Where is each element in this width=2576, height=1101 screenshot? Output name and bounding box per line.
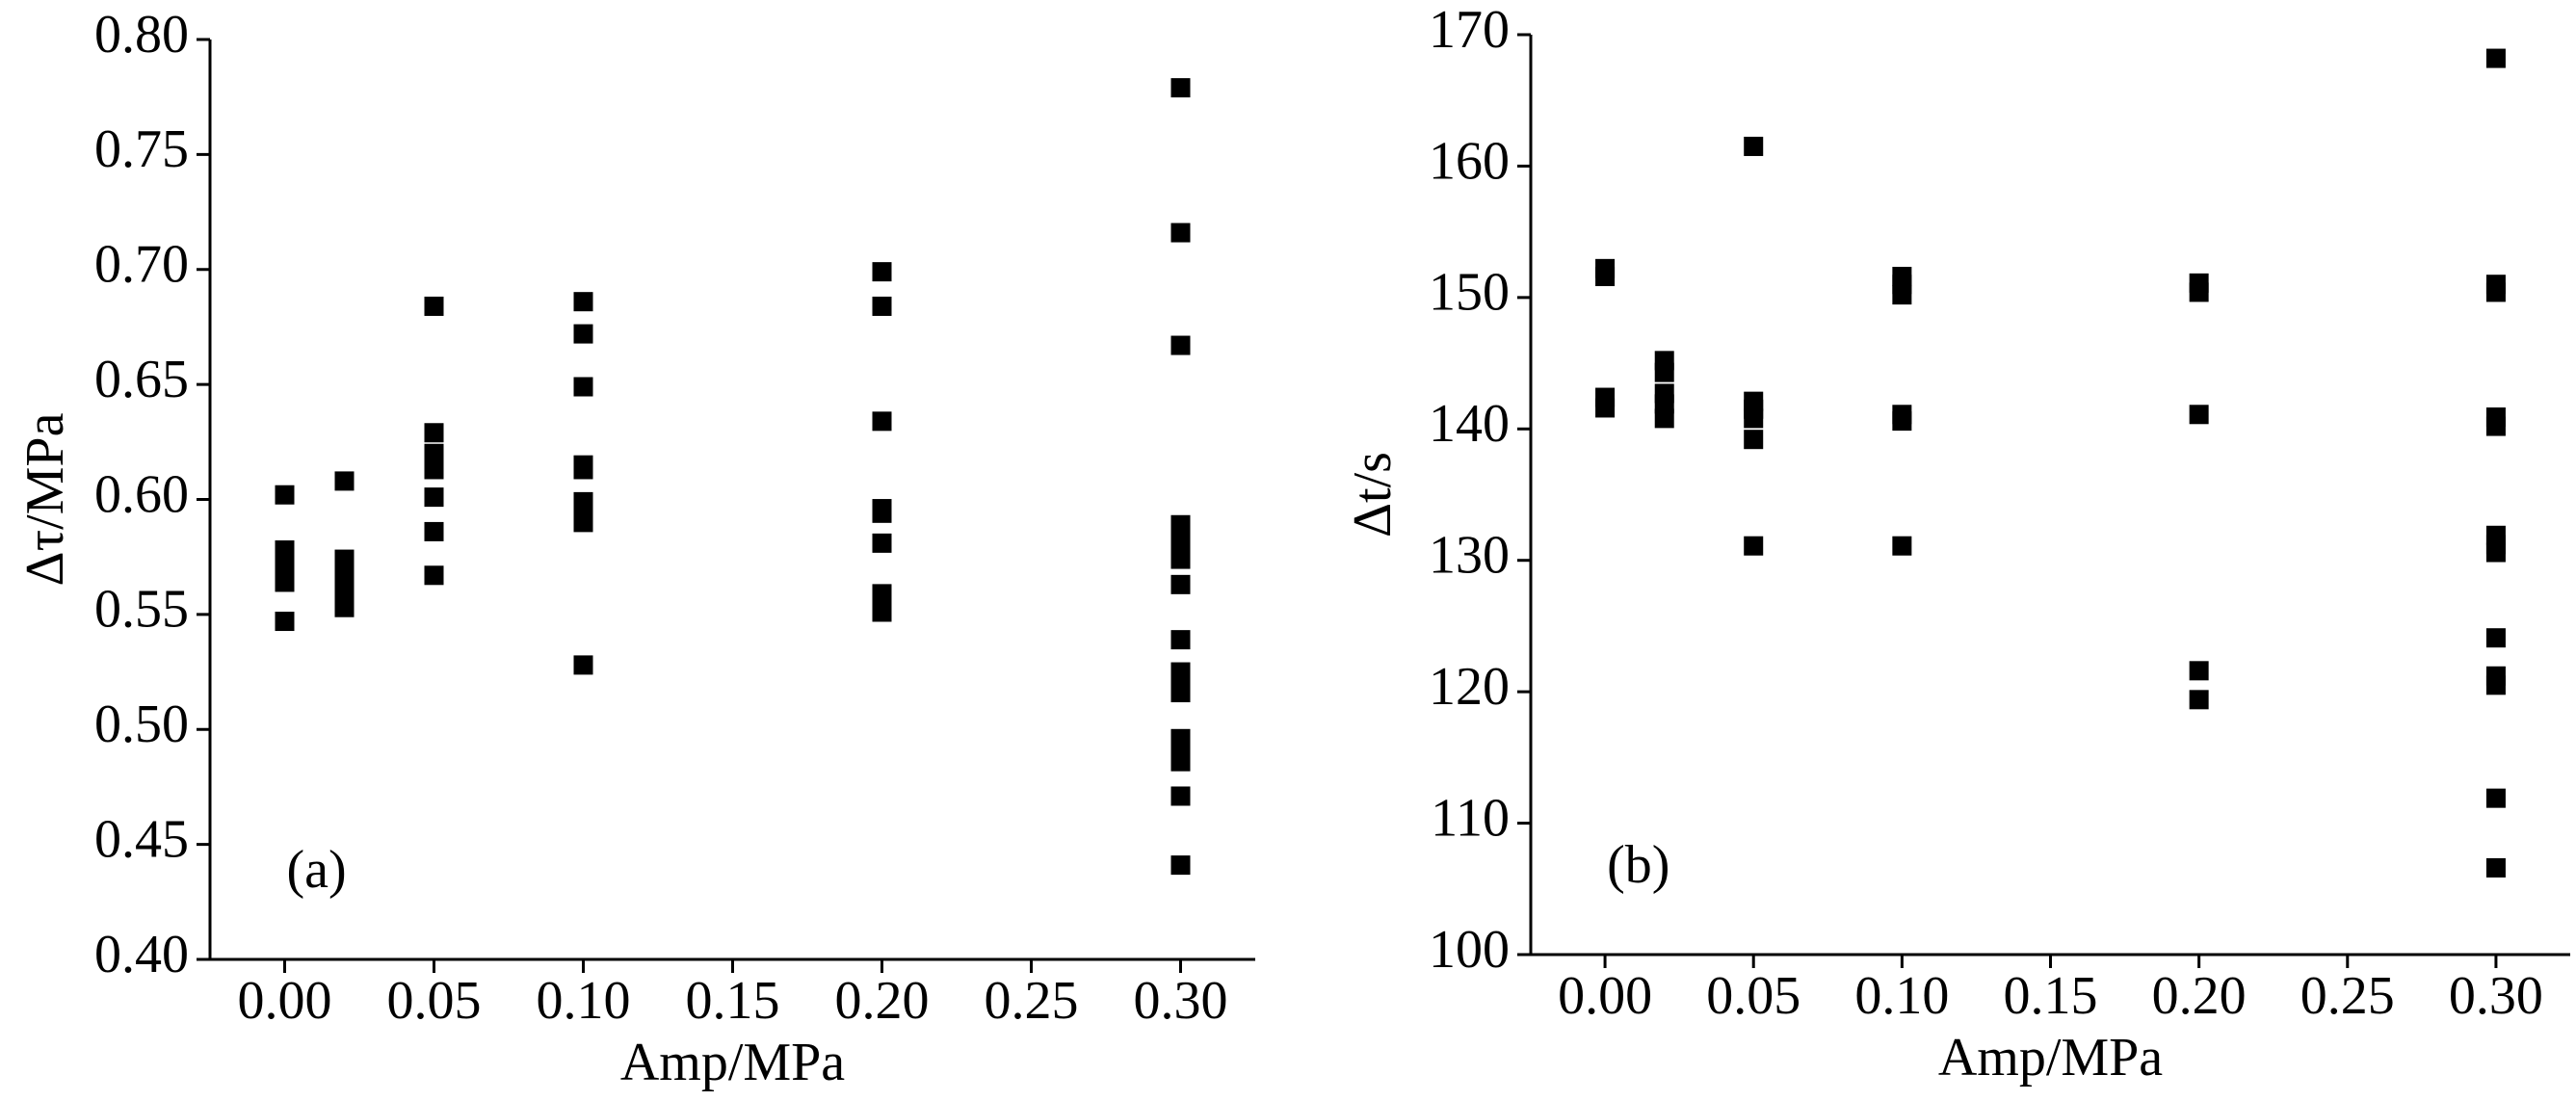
point: [424, 443, 444, 463]
x-tick-label: 0.10: [537, 971, 631, 1031]
panel-label: (a): [287, 840, 347, 900]
point: [2485, 416, 2506, 436]
y-tick-label: 160: [1429, 131, 1510, 191]
x-axis-label: Amp/MPa: [620, 1033, 845, 1092]
point: [1892, 411, 1912, 432]
point: [1170, 683, 1191, 703]
point: [573, 292, 593, 312]
point: [1170, 549, 1191, 569]
x-tick-label: 0.00: [238, 971, 332, 1031]
point: [2485, 628, 2506, 648]
y-tick-label: 0.60: [94, 464, 189, 524]
y-tick-label: 0.40: [94, 925, 189, 984]
y-tick-label: 0.45: [94, 809, 189, 869]
point: [1170, 855, 1191, 876]
point: [872, 296, 892, 316]
x-tick-label: 0.05: [387, 971, 482, 1031]
point: [275, 556, 295, 576]
x-tick-label: 0.25: [985, 971, 1079, 1031]
x-tick-label: 0.15: [2004, 966, 2098, 1026]
point: [2189, 405, 2209, 425]
y-tick-label: 110: [1431, 788, 1510, 848]
point: [573, 324, 593, 344]
point: [872, 411, 892, 432]
x-tick-label: 0.05: [1706, 966, 1801, 1026]
point: [2485, 282, 2506, 302]
panel-label: (b): [1607, 835, 1669, 895]
point: [424, 423, 444, 443]
point: [275, 612, 295, 632]
point: [1744, 430, 1764, 450]
y-tick-label: 140: [1429, 394, 1510, 454]
point: [1654, 408, 1674, 429]
point: [275, 485, 295, 505]
x-tick-label: 0.25: [2300, 966, 2395, 1026]
point: [424, 459, 444, 480]
point: [1170, 78, 1191, 98]
point: [1595, 267, 1616, 287]
y-tick-label: 130: [1429, 526, 1510, 586]
point: [1744, 408, 1764, 429]
x-tick-label: 0.10: [1854, 966, 1949, 1026]
point: [1654, 362, 1674, 382]
point: [1892, 285, 1912, 305]
point: [872, 503, 892, 523]
point: [334, 471, 355, 491]
y-tick-label: 0.65: [94, 350, 189, 409]
point: [872, 533, 892, 553]
point: [1170, 223, 1191, 243]
x-tick-label: 0.20: [835, 971, 930, 1031]
point: [1170, 751, 1191, 772]
y-tick-label: 0.75: [94, 119, 189, 179]
point: [334, 597, 355, 617]
y-tick-label: 0.55: [94, 580, 189, 640]
point: [2485, 48, 2506, 68]
point: [1595, 398, 1616, 418]
point: [1892, 536, 1912, 556]
point: [573, 459, 593, 480]
point: [2485, 788, 2506, 808]
point: [1170, 786, 1191, 806]
point: [424, 565, 444, 586]
y-tick-label: 0.50: [94, 695, 189, 754]
point: [2189, 282, 2209, 302]
x-tick-label: 0.20: [2152, 966, 2247, 1026]
x-tick-label: 0.30: [1134, 971, 1228, 1031]
x-tick-label: 0.30: [2449, 966, 2543, 1026]
point: [1170, 574, 1191, 594]
point: [2189, 661, 2209, 681]
point: [573, 512, 593, 533]
x-tick-label: 0.15: [686, 971, 780, 1031]
point: [1744, 136, 1764, 156]
point: [573, 377, 593, 397]
point: [2485, 675, 2506, 695]
y-tick-label: 120: [1429, 657, 1510, 717]
y-tick-label: 100: [1429, 920, 1510, 980]
point: [275, 540, 295, 561]
y-tick-label: 0.70: [94, 235, 189, 295]
point: [2189, 690, 2209, 710]
point: [424, 521, 444, 541]
point: [1744, 536, 1764, 556]
point: [2485, 542, 2506, 563]
point: [334, 549, 355, 569]
x-tick-label: 0.00: [1558, 966, 1652, 1026]
y-axis-label: Δt/s: [1343, 452, 1403, 537]
x-axis-label: Amp/MPa: [1938, 1028, 2163, 1088]
y-tick-label: 150: [1429, 263, 1510, 323]
y-tick-label: 0.80: [94, 5, 189, 65]
point: [275, 572, 295, 592]
point: [573, 655, 593, 675]
point: [872, 262, 892, 282]
point: [2485, 857, 2506, 878]
point: [872, 602, 892, 622]
point: [424, 487, 444, 508]
y-tick-label: 170: [1429, 0, 1510, 60]
point: [1654, 394, 1674, 414]
point: [424, 296, 444, 316]
point: [1170, 630, 1191, 650]
point: [1170, 335, 1191, 355]
y-axis-label: Δτ/MPa: [15, 412, 75, 586]
